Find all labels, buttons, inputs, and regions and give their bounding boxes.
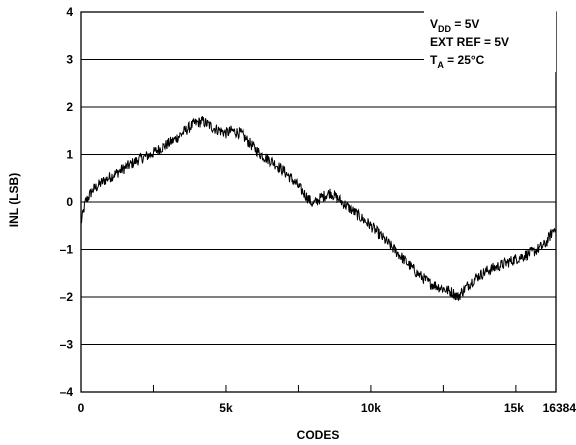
ext-ref-annotation: EXT REF = 5V (430, 35, 509, 49)
x-tick-label: 0 (78, 401, 85, 415)
x-tick-label: 10k (361, 401, 381, 415)
x-ticks (80, 385, 557, 392)
y-tick-label: –2 (60, 290, 74, 304)
y-tick-label: –1 (60, 243, 74, 257)
plot-frame (80, 11, 557, 393)
x-tick-labels: 0 5k 10k 15k 16384 (78, 401, 576, 415)
y-tick-label: 2 (66, 100, 73, 114)
conditions-annotation: VDD = 5V EXT REF = 5V TA = 25°C (424, 10, 556, 72)
y-axis-title: INL (LSB) (7, 173, 21, 227)
annotation-background (424, 10, 556, 72)
inl-series-line (80, 116, 557, 301)
vdd-annotation: VDD = 5V (430, 17, 479, 34)
grid-lines (81, 59, 556, 345)
y-tick-label: 0 (66, 195, 73, 209)
y-tick-label: 1 (66, 148, 73, 162)
y-tick-label: 4 (66, 5, 73, 19)
y-tick-label: 3 (66, 53, 73, 67)
ta-annotation: TA = 25°C (430, 53, 485, 70)
y-tick-labels: 4 3 2 1 0 –1 –2 –3 –4 (60, 5, 74, 399)
x-tick-label: 5k (219, 401, 233, 415)
y-tick-label: –4 (60, 385, 74, 399)
x-tick-label: 16384 (543, 401, 576, 415)
y-tick-label: –3 (60, 338, 74, 352)
x-tick-label: 15k (504, 401, 524, 415)
x-axis-title: CODES (297, 428, 340, 442)
